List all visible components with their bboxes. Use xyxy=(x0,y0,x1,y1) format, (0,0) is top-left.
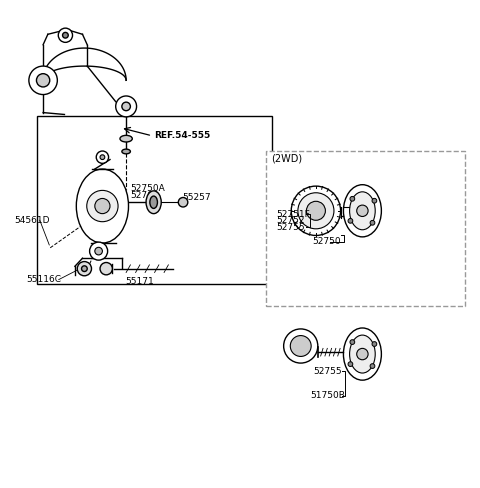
Text: 52755: 52755 xyxy=(276,223,305,232)
Circle shape xyxy=(350,197,355,201)
Circle shape xyxy=(82,266,87,271)
Circle shape xyxy=(290,336,311,356)
Ellipse shape xyxy=(122,149,131,154)
Ellipse shape xyxy=(343,328,382,380)
Circle shape xyxy=(100,155,105,160)
Circle shape xyxy=(357,348,368,360)
Circle shape xyxy=(306,201,325,220)
Circle shape xyxy=(90,242,108,260)
Text: 52760: 52760 xyxy=(130,191,158,200)
Circle shape xyxy=(372,198,377,203)
Circle shape xyxy=(370,364,375,368)
Text: 55257: 55257 xyxy=(182,193,211,203)
Text: 55116C: 55116C xyxy=(26,275,61,284)
Ellipse shape xyxy=(120,135,132,142)
Text: 54561D: 54561D xyxy=(14,216,50,225)
Ellipse shape xyxy=(179,198,188,207)
Ellipse shape xyxy=(349,192,375,230)
Text: 52752: 52752 xyxy=(276,216,305,225)
Text: 52750: 52750 xyxy=(312,237,341,246)
Text: 55171: 55171 xyxy=(125,277,154,285)
Ellipse shape xyxy=(349,335,375,373)
Text: (2WD): (2WD) xyxy=(271,154,302,163)
Circle shape xyxy=(58,28,72,42)
Circle shape xyxy=(122,102,131,111)
Circle shape xyxy=(348,219,353,223)
Bar xyxy=(266,151,466,305)
Circle shape xyxy=(298,193,334,229)
Circle shape xyxy=(77,262,92,276)
Circle shape xyxy=(372,342,377,346)
Text: 52755: 52755 xyxy=(313,366,342,376)
Circle shape xyxy=(284,329,318,363)
Text: 52751F: 52751F xyxy=(276,210,310,219)
Text: 52750A: 52750A xyxy=(130,183,165,192)
Circle shape xyxy=(100,263,112,275)
Bar xyxy=(37,116,272,285)
Circle shape xyxy=(36,74,50,87)
Circle shape xyxy=(29,66,57,95)
Ellipse shape xyxy=(76,169,129,243)
Circle shape xyxy=(350,340,355,345)
Circle shape xyxy=(87,190,118,222)
Circle shape xyxy=(62,32,68,38)
Ellipse shape xyxy=(146,191,161,214)
Ellipse shape xyxy=(343,184,382,237)
Circle shape xyxy=(116,96,137,117)
Circle shape xyxy=(357,205,368,217)
Circle shape xyxy=(96,151,108,163)
Circle shape xyxy=(95,199,110,214)
Text: REF.54-555: REF.54-555 xyxy=(154,131,210,141)
Circle shape xyxy=(95,247,102,255)
Ellipse shape xyxy=(150,196,157,208)
Circle shape xyxy=(348,362,353,366)
Circle shape xyxy=(370,221,375,225)
Circle shape xyxy=(291,186,341,236)
Text: 51750B: 51750B xyxy=(310,391,345,400)
